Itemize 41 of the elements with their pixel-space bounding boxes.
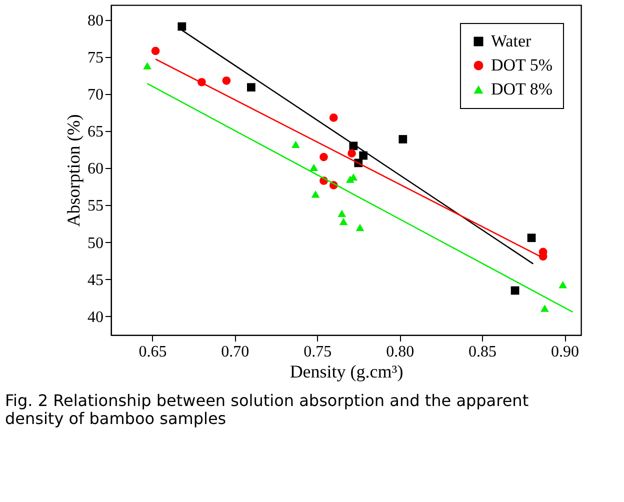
point — [178, 22, 186, 31]
point — [311, 190, 320, 198]
y-tick-label: 65 — [88, 124, 104, 141]
x-tick-label: 0.80 — [386, 344, 414, 360]
y-tick-label: 75 — [88, 49, 104, 66]
legend-label: DOT 8% — [491, 80, 553, 98]
legend-label: DOT 5% — [491, 56, 553, 74]
point — [398, 135, 408, 144]
point — [527, 234, 536, 242]
y-tick-label: 55 — [88, 198, 104, 215]
point — [143, 62, 152, 70]
point — [292, 140, 300, 148]
x-tick-label: 0.75 — [304, 344, 332, 360]
point — [222, 76, 231, 85]
point — [356, 224, 364, 232]
point — [339, 218, 348, 226]
y-tick-label: 40 — [88, 308, 104, 326]
point — [151, 46, 160, 56]
point — [329, 114, 338, 122]
x-tick-label: 0.65 — [138, 344, 167, 360]
point — [540, 304, 549, 312]
x-axis-title: Density (g.cm³) — [290, 362, 404, 382]
y-tick-label: 60 — [88, 160, 104, 178]
point — [320, 152, 328, 162]
x-tick-label: 0.70 — [221, 344, 250, 360]
point — [338, 210, 346, 218]
y-tick-label: 45 — [88, 272, 104, 289]
point — [310, 164, 318, 172]
legend-label: Water — [491, 32, 532, 50]
point — [246, 83, 256, 92]
y-tick-label: 80 — [88, 12, 104, 30]
point — [558, 280, 568, 288]
y-tick-label: 50 — [88, 234, 104, 252]
x-tick-label: 0.85 — [468, 344, 497, 360]
caption: Fig. 2 Relationship between solution absorption and the apparent density of bamboo samples — [5, 391, 529, 428]
point — [510, 286, 520, 295]
y-tick-label: 70 — [88, 86, 104, 104]
point — [348, 149, 356, 158]
y-axis-title: Absorption (%) — [64, 114, 84, 227]
x-tick-label: 0.90 — [551, 344, 580, 360]
point — [359, 151, 368, 160]
